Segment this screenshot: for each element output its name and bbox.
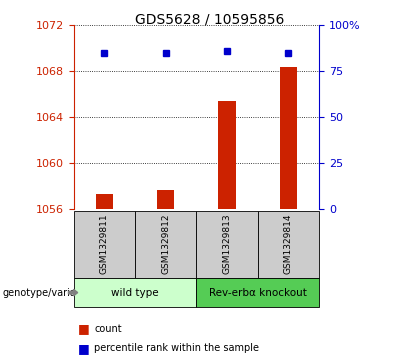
Text: GSM1329812: GSM1329812 xyxy=(161,214,170,274)
Bar xyxy=(280,67,297,209)
Text: genotype/variation: genotype/variation xyxy=(2,287,95,298)
Text: wild type: wild type xyxy=(111,287,159,298)
Text: count: count xyxy=(94,323,122,334)
Text: ■: ■ xyxy=(78,322,89,335)
Text: Rev-erbα knockout: Rev-erbα knockout xyxy=(209,287,307,298)
Text: percentile rank within the sample: percentile rank within the sample xyxy=(94,343,260,354)
Text: ■: ■ xyxy=(78,342,89,355)
Bar xyxy=(157,191,174,209)
Text: GSM1329813: GSM1329813 xyxy=(223,214,231,274)
Text: GDS5628 / 10595856: GDS5628 / 10595856 xyxy=(135,13,285,27)
Bar xyxy=(218,101,236,209)
Text: GSM1329814: GSM1329814 xyxy=(284,214,293,274)
Text: GSM1329811: GSM1329811 xyxy=(100,214,109,274)
Bar xyxy=(96,194,113,209)
